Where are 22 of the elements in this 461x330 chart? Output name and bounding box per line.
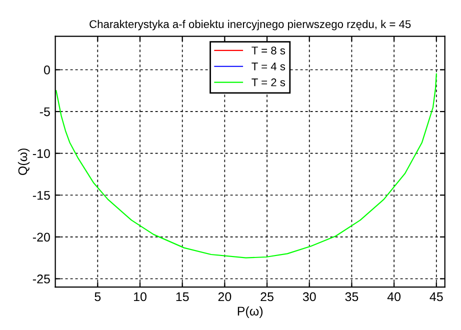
- x-tick-label: 40: [387, 292, 401, 302]
- x-tick-label: 30: [302, 292, 316, 302]
- x-tick-label: 10: [134, 292, 146, 302]
- x-tick-label: 45: [430, 292, 443, 302]
- y-axis-title: Q(ω): [18, 148, 30, 176]
- chart-title: Charakterystyka a-f obiektu inercyjnego pierwszego rzędu, k = 45: [90, 20, 411, 30]
- y-tick-label: -20: [32, 232, 50, 242]
- x-tick-label: 35: [345, 292, 358, 302]
- legend-label: T = 2 s: [252, 78, 286, 86]
- legend-label: T = 4 s: [252, 62, 286, 70]
- y-tick-label: -15: [32, 191, 50, 200]
- legend-label: T = 8 s: [252, 46, 286, 54]
- line-series: [56, 73, 437, 258]
- x-tick-label: 5: [94, 292, 101, 302]
- y-tick-label: -10: [32, 149, 50, 158]
- y-tick-label: -25: [32, 274, 50, 284]
- y-tick-label: 0: [44, 66, 50, 74]
- x-tick-label: 20: [218, 292, 232, 302]
- x-tick-label: 25: [260, 292, 274, 302]
- x-tick-label: 15: [176, 292, 189, 302]
- x-axis-title: P(ω): [238, 306, 263, 318]
- y-tick-label: -5: [40, 107, 50, 116]
